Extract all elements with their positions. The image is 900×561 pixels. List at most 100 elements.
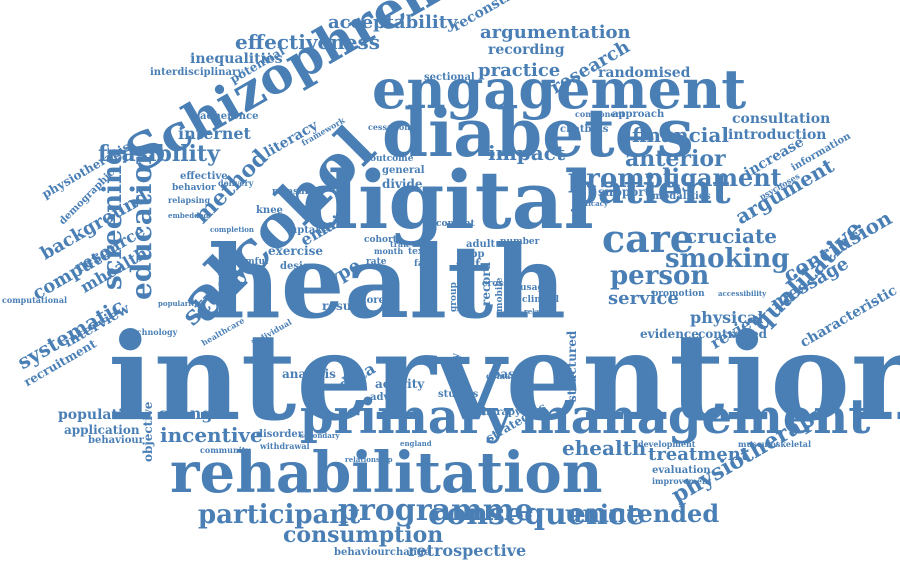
word: objective <box>141 401 155 462</box>
word: engagement <box>372 57 747 121</box>
word: demand <box>486 371 522 381</box>
word: cross <box>482 279 509 289</box>
word: activity <box>375 377 425 391</box>
word: incentive <box>160 423 263 447</box>
word: physical <box>690 308 764 327</box>
word: application <box>64 423 140 437</box>
word: quality <box>451 353 462 392</box>
word: adherence <box>200 111 259 122</box>
word: design <box>280 261 318 272</box>
word: trak <box>390 239 409 249</box>
word: education <box>125 144 158 300</box>
word: person <box>610 261 710 291</box>
word: consultation <box>732 111 831 127</box>
word: clinical <box>522 295 560 305</box>
word: prompt <box>568 164 675 194</box>
word: controlled <box>698 327 768 341</box>
word: evaluation <box>652 465 711 476</box>
word: ligament <box>662 163 782 192</box>
word: app <box>464 249 485 260</box>
word: measure <box>272 187 316 197</box>
word: change <box>158 404 223 423</box>
word: care <box>602 216 694 261</box>
word: adult <box>466 239 496 250</box>
word: argumentation <box>480 22 631 43</box>
word: general <box>382 165 425 176</box>
word: usage <box>520 283 550 293</box>
word: internet <box>178 124 251 143</box>
word: computational <box>2 295 68 305</box>
word: rehabilitation <box>170 440 603 506</box>
word: chatbots <box>560 124 609 135</box>
word: cohort <box>364 235 397 245</box>
word: accessibility <box>718 289 767 298</box>
word: community <box>200 445 251 455</box>
word: digital <box>302 153 594 247</box>
word: interdisciplinary <box>150 67 244 78</box>
word: development <box>638 439 696 449</box>
word: anterior <box>625 146 726 172</box>
word: ehealth <box>562 436 647 460</box>
word: acceptability <box>328 12 458 33</box>
word: consumption <box>283 522 444 548</box>
word: consequence <box>428 497 646 532</box>
word: knee <box>256 205 283 216</box>
word: completion <box>210 225 254 234</box>
word: promotion <box>652 289 705 299</box>
word: behaviourchange <box>334 547 431 558</box>
word: divide <box>382 177 423 191</box>
word: programme <box>338 493 534 528</box>
word: technology <box>128 327 178 337</box>
word: behaviour <box>88 435 144 446</box>
word: face <box>414 259 435 269</box>
word: health <box>208 223 567 341</box>
word: financial <box>632 123 729 147</box>
word: feasibility <box>98 141 220 167</box>
word: cruciate <box>685 224 777 248</box>
word: popularity <box>158 299 199 308</box>
word: relapsing <box>168 195 211 205</box>
word: recording <box>488 42 565 58</box>
word: impact <box>488 141 566 165</box>
word: improvement <box>652 476 712 486</box>
word: evidence <box>640 327 699 341</box>
word: introduction <box>728 127 827 143</box>
word: unintended <box>565 499 720 528</box>
word: diamond <box>672 355 707 364</box>
word: cessation <box>368 122 411 132</box>
word: exercise <box>268 244 324 258</box>
word: month <box>374 246 404 256</box>
word: patient <box>570 166 731 213</box>
word: embedded <box>168 211 209 220</box>
word: treatment <box>648 444 750 465</box>
word: sectional <box>424 72 475 83</box>
word: diabetes <box>382 94 694 172</box>
word: outcome <box>370 154 414 164</box>
word: mobile <box>495 277 505 312</box>
word: related <box>524 307 552 316</box>
word: secondary <box>300 431 340 440</box>
word: delivery <box>218 178 254 188</box>
word: support <box>598 185 651 199</box>
word: musculoskeletal <box>738 439 812 449</box>
word: intervention <box>108 307 900 448</box>
word: practice <box>478 60 561 81</box>
word: management <box>520 389 871 445</box>
word: result <box>322 299 362 313</box>
word: approach <box>612 109 665 120</box>
word: population <box>58 407 143 423</box>
word: uptake <box>290 225 329 236</box>
word: england <box>400 439 432 448</box>
word: therapy <box>478 407 521 418</box>
word: based <box>492 367 531 381</box>
word: smoking <box>665 244 790 274</box>
word: primary <box>300 389 513 445</box>
word: effectiveness <box>235 30 381 54</box>
word: number <box>500 237 540 247</box>
word: harmful <box>228 257 269 267</box>
word: rate <box>366 257 387 267</box>
word: disorder <box>256 429 303 440</box>
word: trial <box>461 287 475 316</box>
word: retrospective <box>408 541 527 560</box>
